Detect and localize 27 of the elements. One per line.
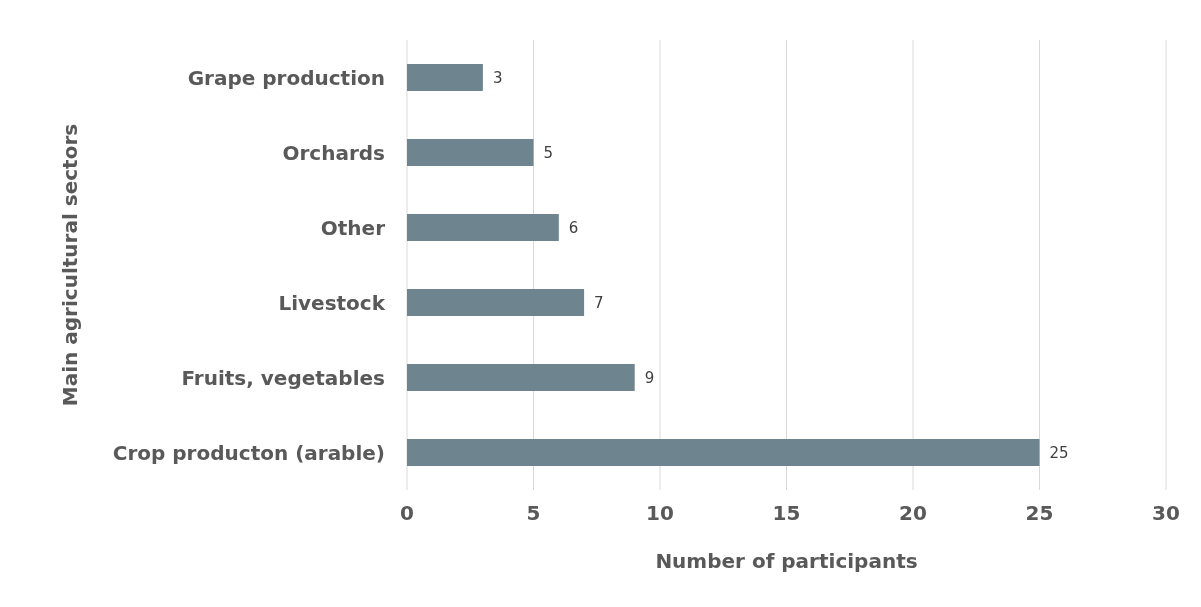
- data-label: 3: [492, 68, 503, 87]
- x-tick-label: 0: [400, 501, 414, 526]
- data-label: 6: [568, 218, 579, 237]
- y-tick-label: Orchards: [282, 140, 385, 165]
- bar: [407, 64, 483, 91]
- bar: [407, 364, 635, 391]
- y-tick-label: Crop producton (arable): [112, 440, 385, 465]
- x-tick-label: 25: [1025, 501, 1054, 526]
- data-label: 9: [644, 368, 655, 387]
- x-tick-label: 10: [646, 501, 674, 526]
- x-tick-label: 30: [1152, 501, 1180, 526]
- data-label: 25: [1049, 443, 1069, 462]
- y-tick-label: Grape production: [187, 65, 385, 90]
- bar: [407, 214, 559, 241]
- bar: [407, 139, 534, 166]
- y-tick-label: Fruits, vegetables: [181, 365, 385, 390]
- data-label: 7: [594, 293, 604, 312]
- bar: [407, 289, 585, 316]
- x-tick-label: 15: [772, 501, 801, 526]
- x-tick-label: 20: [899, 501, 927, 526]
- y-tick-label: Livestock: [278, 290, 386, 315]
- bar: [407, 439, 1040, 466]
- x-tick-label: 5: [526, 501, 541, 526]
- x-axis-title: Number of participants: [655, 549, 918, 573]
- data-label: 5: [543, 143, 554, 162]
- y-axis-title: Main agricultural sectors: [58, 123, 83, 407]
- y-tick-label: Other: [320, 215, 386, 240]
